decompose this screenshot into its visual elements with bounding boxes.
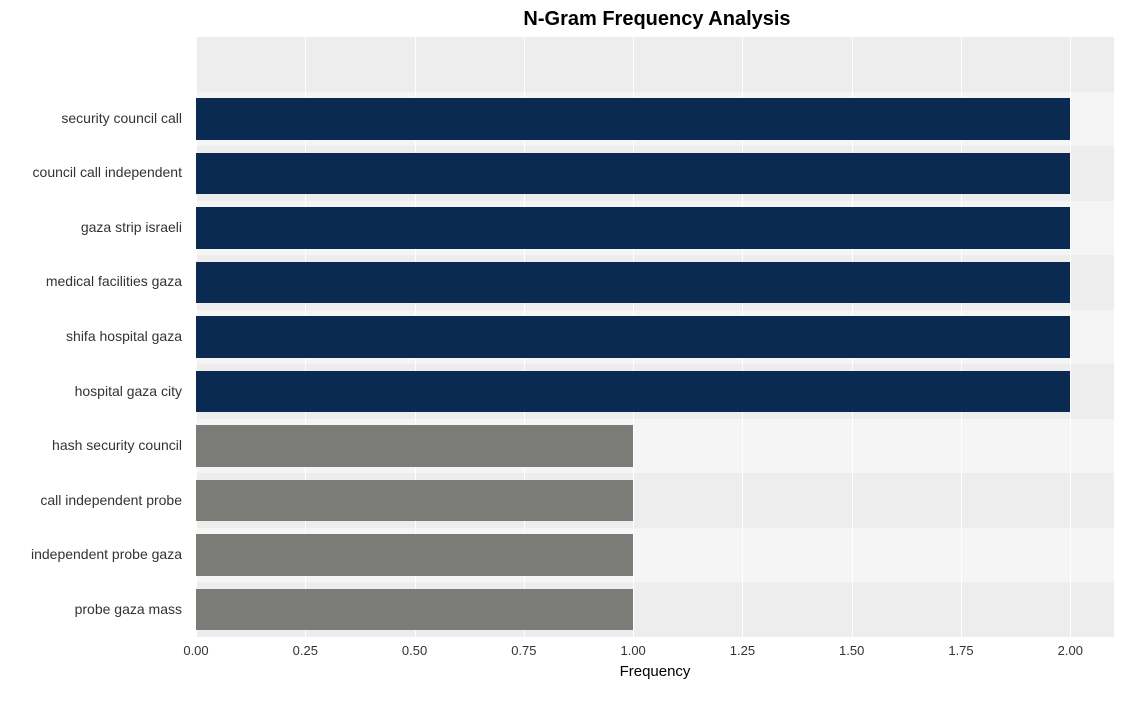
bar xyxy=(196,262,1070,303)
y-tick-label: hospital gaza city xyxy=(0,363,190,418)
bar xyxy=(196,153,1070,194)
bar xyxy=(196,371,1070,412)
x-tick-label: 2.00 xyxy=(1058,643,1083,658)
x-tick-label: 1.50 xyxy=(839,643,864,658)
plot-area xyxy=(196,37,1114,637)
x-axis-ticks: 0.000.250.500.751.001.251.501.752.00 xyxy=(196,637,1114,661)
bar-row xyxy=(196,419,1114,474)
bar-row xyxy=(196,146,1114,201)
y-tick-label: gaza strip israeli xyxy=(0,200,190,255)
y-tick-label: probe gaza mass xyxy=(0,581,190,636)
y-tick-label: council call independent xyxy=(0,145,190,200)
y-tick-label: shifa hospital gaza xyxy=(0,309,190,364)
bar xyxy=(196,425,633,466)
x-tick-label: 0.50 xyxy=(402,643,427,658)
bar xyxy=(196,316,1070,357)
bar-row xyxy=(196,582,1114,637)
x-tick-label: 0.25 xyxy=(293,643,318,658)
bar-row xyxy=(196,92,1114,147)
y-tick-label: hash security council xyxy=(0,418,190,473)
bar-row xyxy=(196,37,1114,92)
x-tick-label: 1.25 xyxy=(730,643,755,658)
bar xyxy=(196,480,633,521)
bar-row xyxy=(196,473,1114,528)
bar xyxy=(196,589,633,630)
x-tick-label: 1.00 xyxy=(620,643,645,658)
bar-row xyxy=(196,528,1114,583)
y-tick-label: security council call xyxy=(0,91,190,146)
y-tick-label: medical facilities gaza xyxy=(0,254,190,309)
bar xyxy=(196,98,1070,139)
bar-row xyxy=(196,364,1114,419)
x-tick-label: 0.75 xyxy=(511,643,536,658)
bar-row xyxy=(196,201,1114,256)
bars-layer xyxy=(196,37,1114,637)
y-axis-labels: security council callcouncil call indepe… xyxy=(0,36,190,636)
x-axis-title: Frequency xyxy=(196,661,1114,680)
bar-row xyxy=(196,310,1114,365)
ngram-chart: N-Gram Frequency Analysis security counc… xyxy=(0,0,1134,701)
bar xyxy=(196,534,633,575)
x-tick-label: 0.00 xyxy=(183,643,208,658)
bar xyxy=(196,207,1070,248)
y-tick-label: independent probe gaza xyxy=(0,527,190,582)
bar-row xyxy=(196,255,1114,310)
chart-title: N-Gram Frequency Analysis xyxy=(0,8,1124,31)
y-tick-label: call independent probe xyxy=(0,472,190,527)
x-tick-label: 1.75 xyxy=(948,643,973,658)
